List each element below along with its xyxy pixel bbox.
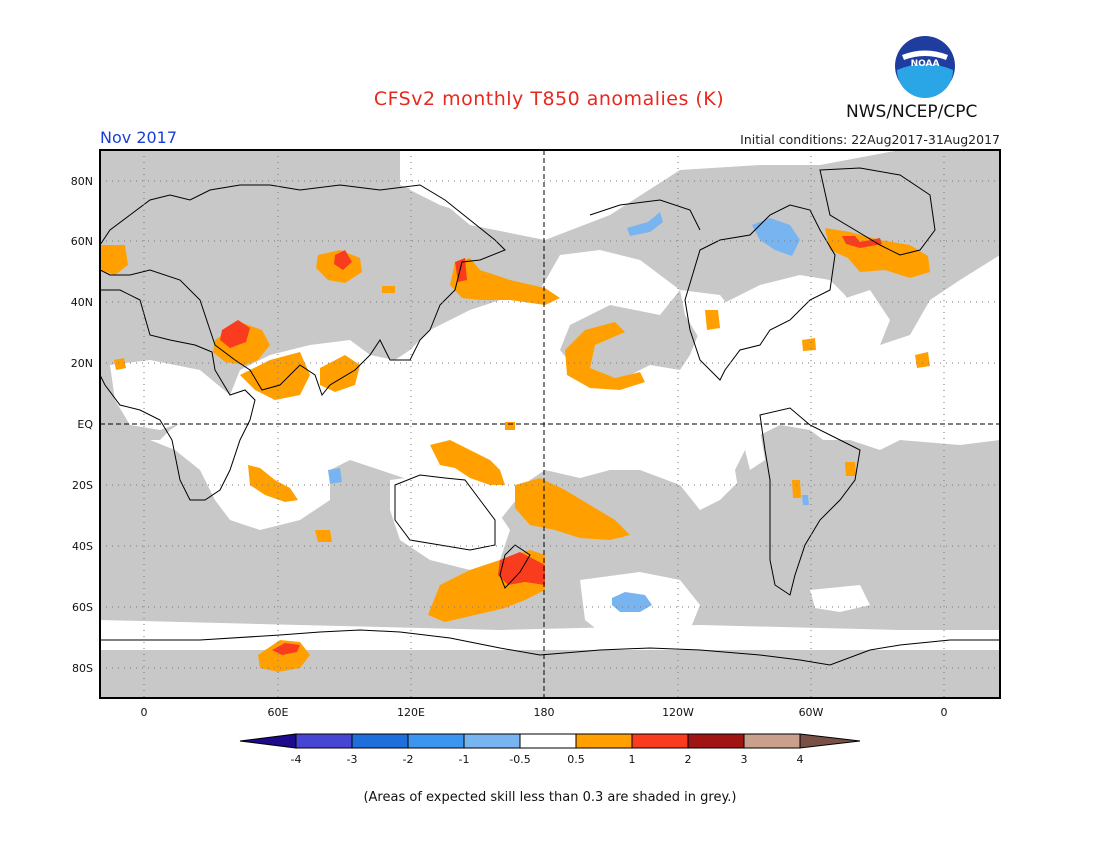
lat-label: EQ	[77, 418, 93, 431]
lon-label: 120W	[662, 706, 694, 719]
colorbar-labels: -4 -3 -2 -1 -0.5 0.5 1 2 3 4	[291, 753, 804, 766]
colorbar-swatch	[295, 733, 353, 749]
colorbar-tick: -0.5	[509, 753, 530, 766]
longitude-labels: 0 60E 120E 180 120W 60W 0	[141, 706, 948, 719]
colorbar-tick: -4	[291, 753, 302, 766]
noaa-logo-text: NOAA	[911, 59, 940, 69]
lon-label: 180	[534, 706, 555, 719]
colorbar-tick: 3	[741, 753, 748, 766]
graticule	[100, 150, 1000, 698]
colorbar-swatch	[575, 733, 633, 749]
lat-label: 80S	[72, 662, 93, 675]
lat-label: 40S	[72, 540, 93, 553]
colorbar-arrow-right	[799, 733, 861, 749]
lat-label: 60S	[72, 601, 93, 614]
colorbar-tick: -2	[403, 753, 414, 766]
colorbar-swatch	[351, 733, 409, 749]
lon-label: 0	[141, 706, 148, 719]
latitude-labels: 80N 60N 40N 20N EQ 20S 40S 60S 80S	[71, 175, 94, 675]
colorbar	[239, 733, 861, 749]
lat-label: 20S	[72, 479, 93, 492]
colorbar-swatch	[631, 733, 689, 749]
lat-label: 60N	[71, 235, 93, 248]
colorbar-tick: 2	[685, 753, 692, 766]
colorbar-swatch	[743, 733, 801, 749]
equator-and-dateline	[100, 150, 1000, 698]
colorbar-swatch	[407, 733, 465, 749]
lon-label: 60E	[268, 706, 289, 719]
chart-title: CFSv2 monthly T850 anomalies (K)	[373, 88, 725, 110]
colorbar-swatch	[519, 733, 577, 749]
lon-label: 0	[941, 706, 948, 719]
colorbar-tick: 4	[797, 753, 804, 766]
lat-label: 40N	[71, 296, 93, 309]
initial-conditions: Initial conditions: 22Aug2017-31Aug2017	[740, 132, 1000, 147]
lat-label: 20N	[71, 357, 93, 370]
lon-label: 60W	[799, 706, 824, 719]
colorbar-tick: 1	[629, 753, 636, 766]
anomaly-field	[100, 150, 1000, 698]
lat-label: 80N	[71, 175, 93, 188]
strong-warm-anomalies	[220, 236, 882, 655]
agency-label: NWS/NCEP/CPC	[846, 102, 978, 122]
coastlines	[100, 167, 1000, 666]
colorbar-arrow-left	[239, 733, 297, 749]
noaa-logo: NOAA	[895, 36, 955, 98]
colorbar-swatch	[687, 733, 745, 749]
colorbar-tick: 0.5	[567, 753, 585, 766]
colorbar-tick: -3	[347, 753, 358, 766]
map-frame	[99, 149, 1001, 699]
forecast-month: Nov 2017	[100, 128, 178, 147]
colorbar-tick: -1	[459, 753, 470, 766]
lon-label: 120E	[397, 706, 425, 719]
colorbar-swatch	[463, 733, 521, 749]
skill-footnote: (Areas of expected skill less than 0.3 a…	[363, 790, 737, 805]
